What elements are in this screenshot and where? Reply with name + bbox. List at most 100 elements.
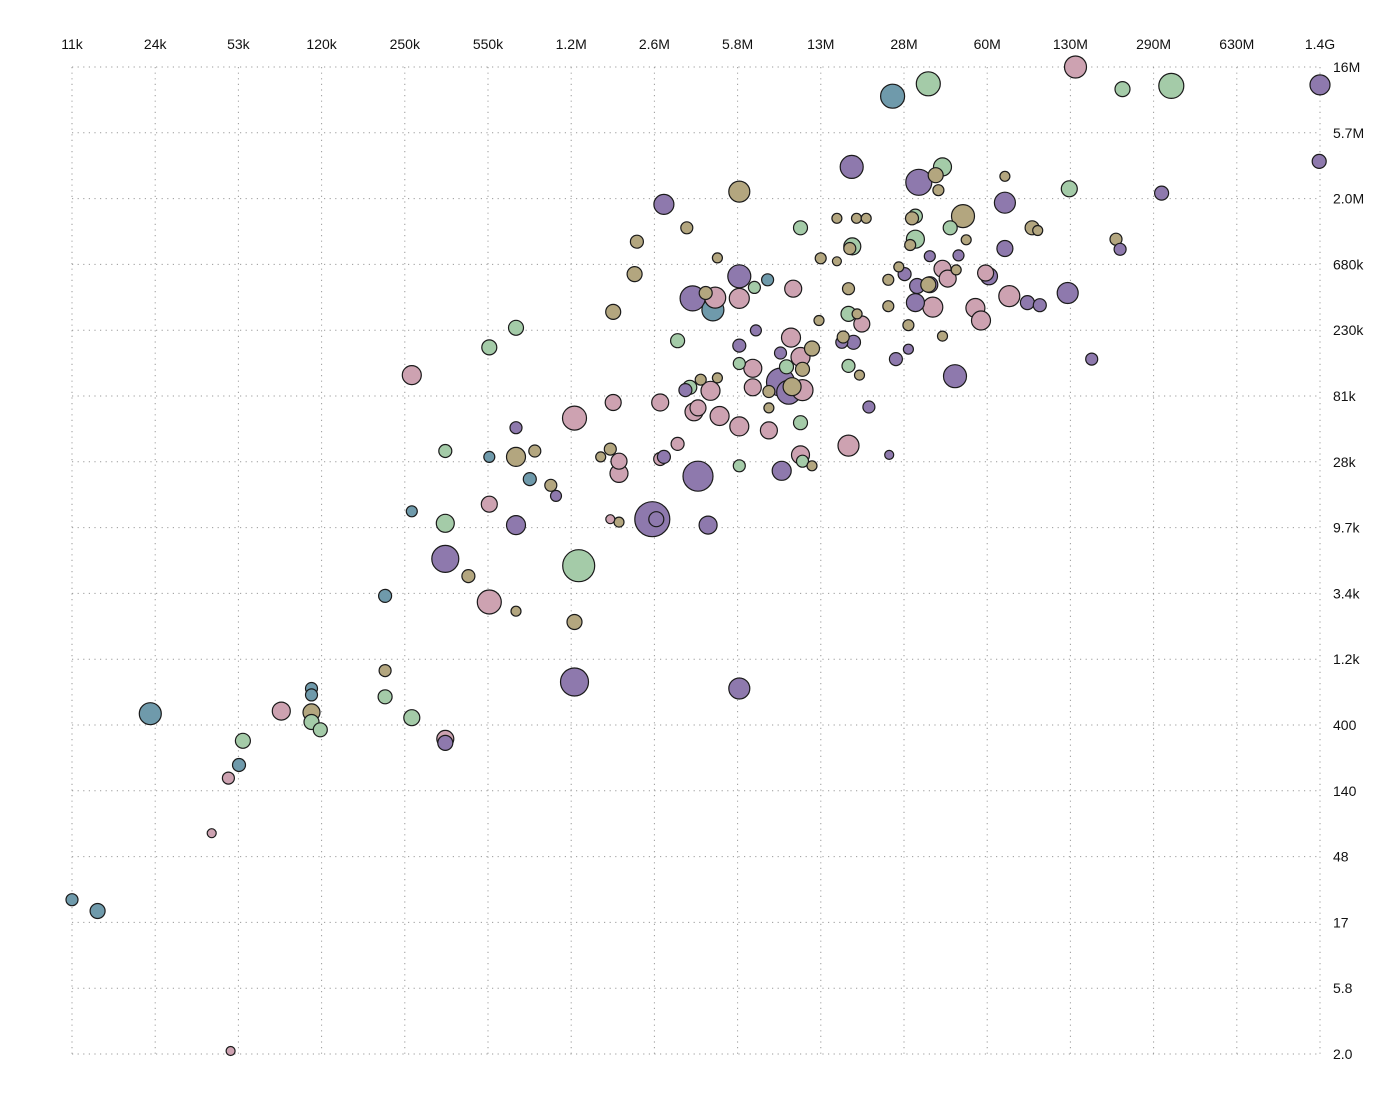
bubble-point — [304, 688, 319, 702]
bubble-point — [902, 343, 915, 355]
bubble-point — [795, 454, 810, 468]
bubble-point — [613, 516, 625, 528]
x-tick-label: 550k — [473, 36, 504, 52]
bubble-point — [976, 264, 995, 282]
y-tick-label: 680k — [1333, 256, 1364, 272]
bubble-point — [544, 478, 558, 492]
bubble-point — [904, 238, 917, 252]
bubble-point — [312, 722, 328, 738]
bubble-point — [481, 339, 498, 356]
x-tick-label: 290M — [1136, 36, 1171, 52]
bubble-point — [792, 415, 809, 431]
bubble-series — [65, 55, 1331, 1057]
bubble-point — [595, 451, 607, 463]
bubble-point — [893, 261, 905, 273]
bubble-point — [1085, 352, 1099, 366]
bubble-point — [932, 184, 945, 197]
bubble-point — [942, 364, 968, 389]
x-axis-tick-labels: 11k 24k 53k 120k 250k 550k 1.2M 2.6M 5.8M 13M 28M 6… — [61, 36, 1335, 52]
bubble-point — [549, 489, 563, 502]
bubble-point — [882, 273, 895, 286]
bubble-point — [401, 365, 422, 386]
bubble-point — [603, 442, 617, 456]
bubble-point — [728, 287, 750, 309]
bubble-point — [438, 443, 453, 459]
bubble-point — [377, 689, 393, 705]
bubble-point — [902, 319, 915, 332]
bubble-point — [837, 434, 860, 457]
bubble-point — [950, 264, 962, 276]
bubble-point — [942, 220, 958, 236]
bubble-point — [970, 310, 992, 331]
bubble-point — [879, 83, 906, 109]
bubble-point — [1063, 55, 1088, 79]
bubble-point — [700, 380, 721, 401]
x-tick-label: 2.6M — [639, 36, 670, 52]
bubble-point — [271, 701, 291, 721]
bubble-point — [694, 373, 707, 386]
bubble-point — [888, 352, 904, 367]
y-tick-label: 3.4k — [1333, 585, 1360, 601]
bubble-point — [831, 212, 843, 224]
bubble-point — [653, 193, 675, 215]
bubble-point — [711, 252, 724, 264]
bubble-point — [993, 191, 1017, 214]
bubble-point — [905, 293, 926, 313]
bubble-point — [905, 168, 933, 196]
bubble-point — [403, 709, 421, 727]
y-tick-label: 2.0M — [1333, 191, 1364, 207]
bubble-point — [1032, 224, 1044, 237]
bubble-point — [778, 359, 795, 375]
bubble-point — [678, 383, 693, 398]
bubble-point — [960, 234, 972, 246]
bubble-point — [626, 266, 643, 283]
bubble-point — [747, 280, 762, 294]
bubble-point — [225, 1045, 236, 1057]
bubble-point — [682, 460, 714, 492]
bubble-point — [604, 393, 622, 412]
bubble-point — [509, 421, 523, 435]
bubble-point — [784, 279, 803, 298]
x-tick-label: 28M — [890, 36, 917, 52]
bubble-point — [763, 402, 775, 414]
y-tick-label: 48 — [1333, 849, 1349, 865]
bubble-point — [1311, 153, 1327, 169]
bubble-point — [605, 303, 622, 320]
y-tick-label: 400 — [1333, 717, 1357, 733]
bubble-point — [836, 330, 850, 344]
bubble-point — [559, 667, 590, 697]
y-tick-label: 5.8 — [1333, 980, 1353, 996]
bubble-point — [814, 252, 827, 265]
bubble-point — [605, 514, 616, 525]
bubble-point — [841, 358, 856, 373]
y-tick-label: 140 — [1333, 783, 1357, 799]
bubble-point — [65, 893, 79, 907]
bubble-point — [378, 588, 393, 604]
x-tick-label: 630M — [1219, 36, 1254, 52]
bubble-point — [950, 204, 976, 229]
bubble-point — [998, 285, 1021, 308]
x-tick-label: 24k — [144, 36, 168, 52]
bubble-point — [803, 340, 821, 357]
bubble-point — [651, 393, 670, 412]
bubble-point — [771, 460, 792, 481]
bubble-point — [483, 450, 496, 463]
x-tick-label: 120k — [306, 36, 337, 52]
bubble-point — [437, 734, 454, 752]
bubble-point — [656, 449, 672, 464]
bubble-point — [680, 221, 694, 235]
bubble-point — [711, 372, 724, 384]
bubble-point — [831, 256, 843, 267]
x-tick-label: 1.2M — [556, 36, 587, 52]
bubble-point — [689, 399, 707, 417]
bubble-point — [1153, 185, 1170, 201]
bubble-point — [860, 212, 872, 224]
bubble-point — [920, 276, 937, 293]
bubble-point — [782, 377, 802, 397]
bubble-point — [882, 300, 895, 313]
x-tick-label: 130M — [1053, 36, 1088, 52]
bubble-point — [760, 273, 775, 287]
bubble-point — [850, 212, 863, 224]
bubble-point — [813, 314, 825, 327]
